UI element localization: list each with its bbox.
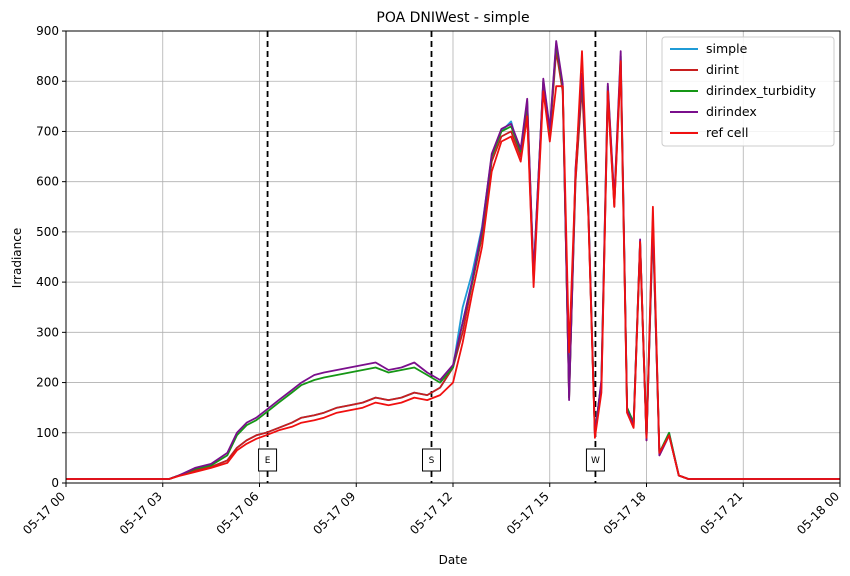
x-axis-ticks: 05-17 00 05-17 03 05-17 06 05-17 09 05-17 12… [20, 483, 842, 537]
y-axis-label: Irradiance [10, 228, 24, 288]
y-tick-label: 900 [36, 24, 59, 38]
x-tick-label: 05-17 00 [20, 489, 68, 537]
y-tick-label: 800 [36, 74, 59, 88]
marker-label: W [591, 456, 600, 466]
marker-box-s [422, 448, 441, 472]
marker-box-e [258, 448, 278, 472]
legend: simple dirint dirindex_turbidity dirindex re… [661, 36, 835, 147]
event-marker-lines [266, 31, 597, 483]
x-tick-label: 05-17 06 [214, 489, 262, 537]
x-axis-label: Date [439, 553, 468, 567]
y-tick-label: 500 [36, 225, 59, 239]
legend-label: simple [706, 41, 748, 56]
y-axis-ticks: 0 100 200 300 400 500 600 700 800 900 [36, 24, 66, 490]
y-tick-label: 300 [36, 325, 59, 339]
y-tick-label: 0 [51, 476, 59, 490]
y-tick-label: 200 [36, 376, 59, 390]
legend-label: ref cell [706, 125, 748, 140]
x-tick-label: 05-17 09 [310, 489, 358, 537]
x-tick-label: 05-18 00 [794, 489, 842, 537]
y-tick-label: 600 [36, 175, 59, 189]
marker-box-w [585, 448, 605, 472]
marker-label: S [429, 456, 435, 466]
series-line-ref-cell [66, 50, 840, 480]
legend-box [661, 36, 835, 147]
x-tick-label: 05-17 18 [601, 489, 649, 537]
series-lines [66, 40, 840, 480]
x-tick-label: 05-17 15 [504, 489, 552, 537]
y-tick-label: 700 [36, 124, 59, 138]
y-tick-label: 100 [36, 426, 59, 440]
legend-label: dirindex [706, 104, 757, 119]
marker-label: E [265, 456, 271, 466]
legend-label: dirindex_turbidity [706, 83, 817, 98]
x-tick-label: 05-17 12 [407, 489, 455, 537]
legend-label: dirint [706, 62, 739, 77]
chart-title: POA DNIWest - simple [376, 10, 529, 26]
x-tick-label: 05-17 03 [117, 489, 165, 537]
x-tick-label: 05-17 21 [697, 489, 745, 537]
y-tick-label: 400 [36, 275, 59, 289]
